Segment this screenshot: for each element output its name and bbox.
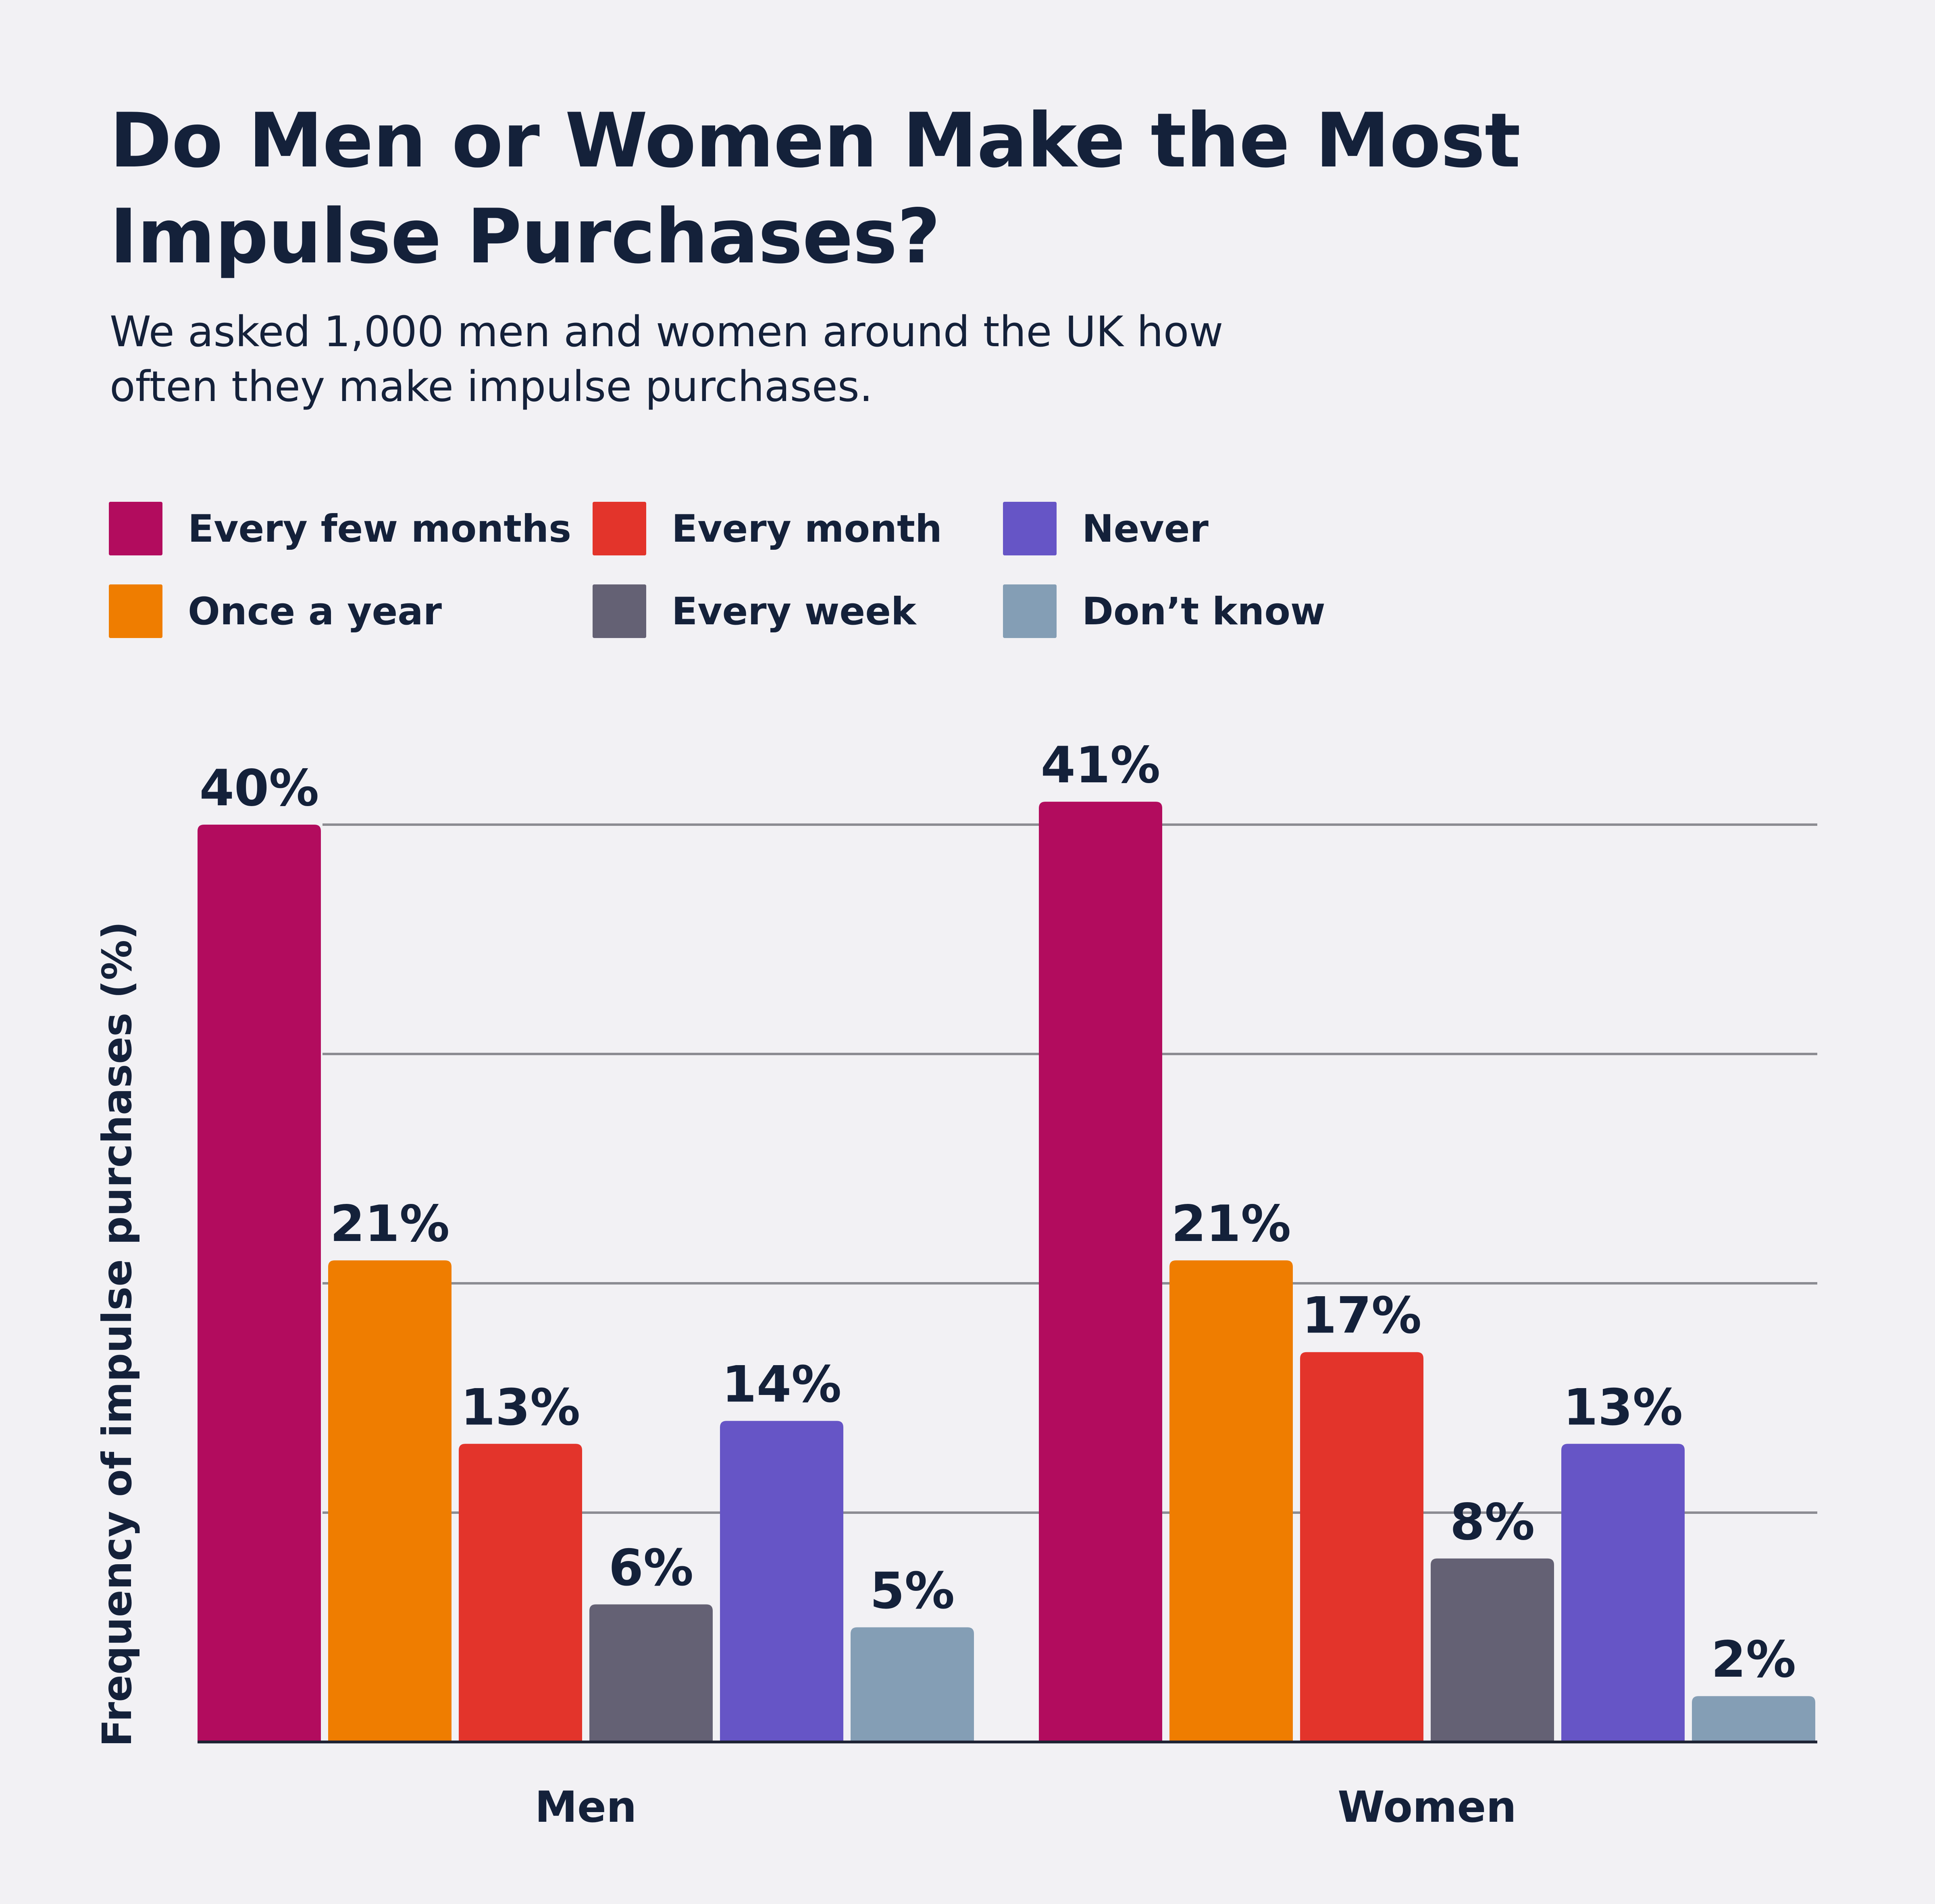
value-label-men-never: 14% [722,1355,842,1413]
value-label-men-don-t-know: 5% [870,1562,955,1620]
legend-swatch-never [1003,502,1057,555]
legend-label-every-few-months: Every few months [188,507,572,551]
x-tick-label-men: Men [535,1782,637,1832]
chart-title: Do Men or Women Make the Most Impulse Pu… [110,97,1521,280]
bar-women-every-few-months [1039,802,1162,1742]
legend-label-never: Never [1082,507,1209,551]
bar-men-every-week [589,1604,713,1742]
legend-label-dont-know: Don’t know [1082,590,1325,634]
bar-men-once-a-year [328,1260,452,1742]
bar-women-once-a-year [1169,1260,1293,1742]
legend-swatch-every-month [593,502,646,555]
legend-swatch-once-a-year [109,584,162,638]
legend: Every few months Every month Never Once … [109,502,1479,647]
legend-swatch-dont-know [1003,584,1057,638]
bar-men-every-month [459,1444,582,1742]
value-label-men-every-few-months: 40% [200,759,319,817]
legend-label-every-month: Every month [672,507,942,551]
bar-men-don-t-know [851,1627,974,1742]
value-label-women-every-few-months: 41% [1041,736,1161,794]
value-label-women-don-t-know: 2% [1711,1631,1796,1689]
value-label-men-every-month: 13% [461,1378,580,1436]
value-label-men-every-week: 6% [609,1539,694,1597]
legend-swatch-every-few-months [109,502,162,555]
x-tick-label-women: Women [1338,1782,1517,1832]
bar-women-don-t-know [1692,1696,1815,1742]
legend-swatch-every-week [593,584,646,638]
value-label-women-never: 13% [1563,1378,1683,1436]
bar-men-every-few-months [198,825,321,1742]
y-axis-label: Frequency of impulse purchases (%) [94,921,141,1747]
value-label-women-every-week: 8% [1450,1493,1535,1551]
legend-label-every-week: Every week [672,590,916,634]
bar-women-every-week [1431,1558,1554,1742]
bar-women-every-month [1300,1352,1423,1742]
chart-subtitle: We asked 1,000 men and women around the … [110,307,1223,411]
value-label-women-once-a-year: 21% [1171,1195,1291,1253]
bar-women-never [1561,1444,1685,1742]
value-label-women-every-month: 17% [1302,1287,1422,1345]
legend-label-once-a-year: Once a year [188,590,442,634]
value-label-men-once-a-year: 21% [330,1195,450,1253]
bar-men-never [720,1421,843,1742]
